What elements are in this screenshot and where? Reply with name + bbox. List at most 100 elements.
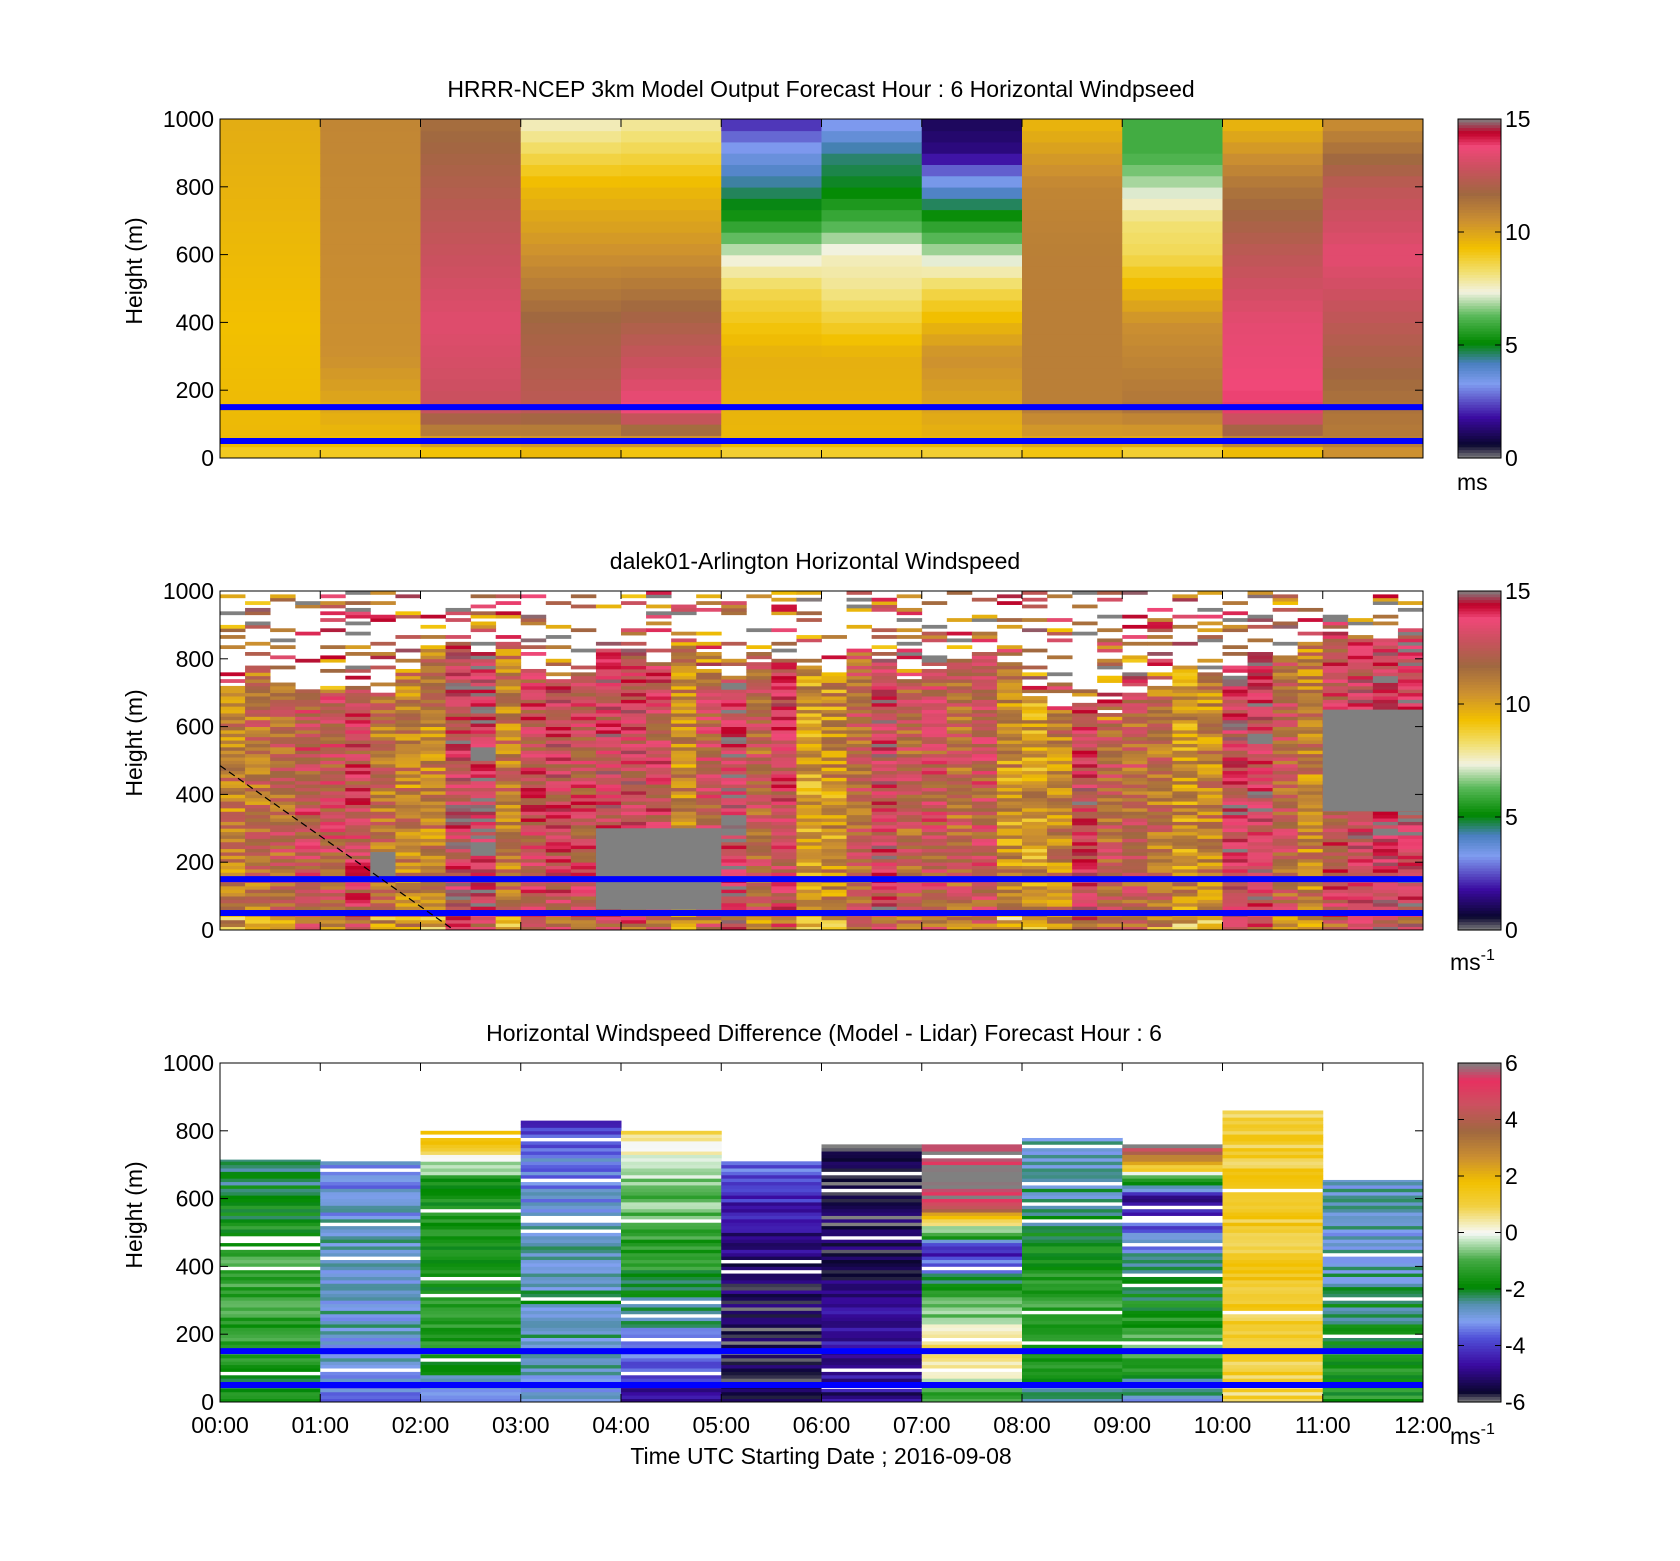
heatmap-cell xyxy=(746,791,772,795)
heatmap-cell xyxy=(1372,821,1399,826)
heatmap-cell xyxy=(1297,807,1324,812)
y-axis-label: Height (m) xyxy=(121,1161,147,1268)
heatmap-cell xyxy=(721,831,747,836)
heatmap-cell xyxy=(320,716,346,721)
heatmap-cell xyxy=(1247,926,1274,931)
colorbar-swatch xyxy=(1458,729,1501,733)
heatmap-cell xyxy=(1397,662,1424,666)
heatmap-cell xyxy=(495,855,522,860)
heatmap-cell xyxy=(871,750,898,755)
heatmap-cell xyxy=(621,277,722,290)
heatmap-cell xyxy=(621,601,647,605)
heatmap-cell xyxy=(395,828,421,833)
heatmap-cell xyxy=(420,198,522,211)
heatmap-cell xyxy=(871,743,898,748)
colorbar-swatch xyxy=(1458,449,1501,453)
heatmap-cell xyxy=(545,855,572,860)
heatmap-cell xyxy=(671,777,697,782)
heatmap-cell xyxy=(996,811,1023,816)
heatmap-cell xyxy=(1047,757,1073,761)
heatmap-cell xyxy=(771,794,797,799)
heatmap-cell xyxy=(1097,818,1123,822)
heatmap-cell xyxy=(671,753,697,758)
heatmap-cell xyxy=(320,753,346,758)
heatmap-cell xyxy=(1172,919,1198,924)
heatmap-cell xyxy=(1372,858,1399,863)
heatmap-cell xyxy=(420,648,446,653)
heatmap-cell xyxy=(595,818,622,822)
heatmap-cell xyxy=(595,716,622,721)
heatmap-cell xyxy=(1197,591,1223,595)
heatmap-cell xyxy=(220,1283,321,1288)
colorbar-swatch xyxy=(1458,630,1501,634)
heatmap-cell xyxy=(495,614,522,619)
heatmap-cell xyxy=(370,665,396,670)
heatmap-cell xyxy=(1097,638,1123,643)
heatmap-cell xyxy=(646,692,672,697)
heatmap-cell xyxy=(696,760,722,765)
heatmap-cell xyxy=(1197,787,1223,792)
heatmap-cell xyxy=(1147,784,1173,789)
heatmap-cell xyxy=(1197,753,1223,758)
heatmap-cell xyxy=(270,892,296,897)
heatmap-cell xyxy=(646,648,672,653)
heatmap-cell xyxy=(370,818,396,822)
heatmap-cell xyxy=(1322,390,1424,403)
heatmap-cell xyxy=(921,807,948,812)
heatmap-cell xyxy=(1147,885,1173,890)
heatmap-cell xyxy=(946,729,973,734)
heatmap-cell xyxy=(220,807,246,812)
heatmap-cell xyxy=(1172,689,1198,694)
heatmap-cell xyxy=(370,926,396,931)
heatmap-cell xyxy=(921,774,948,778)
heatmap-cell xyxy=(821,736,847,741)
heatmap-cell xyxy=(1247,702,1274,707)
heatmap-cell xyxy=(996,777,1023,782)
heatmap-cell xyxy=(545,774,572,778)
heatmap-cell xyxy=(1222,902,1248,907)
heatmap-cell xyxy=(721,141,822,154)
heatmap-cell xyxy=(771,824,797,829)
heatmap-cell xyxy=(320,685,346,690)
heatmap-cell xyxy=(1172,750,1198,755)
heatmap-cell xyxy=(495,726,522,731)
heatmap-cell xyxy=(1097,770,1123,775)
heatmap-cell xyxy=(721,716,747,721)
heatmap-cell xyxy=(345,841,371,846)
heatmap-cell xyxy=(345,906,371,911)
heatmap-cell xyxy=(545,841,572,846)
heatmap-cell xyxy=(270,835,296,839)
heatmap-cell xyxy=(846,835,873,839)
heatmap-cell xyxy=(395,774,421,778)
heatmap-cell xyxy=(1122,424,1223,436)
heatmap-cell xyxy=(621,345,722,357)
heatmap-cell xyxy=(1197,780,1223,785)
heatmap-cell xyxy=(570,791,597,795)
heatmap-cell xyxy=(771,692,797,697)
heatmap-cell xyxy=(545,780,572,785)
heatmap-cell xyxy=(696,821,722,826)
heatmap-cell xyxy=(395,635,421,639)
heatmap-cell xyxy=(395,902,421,907)
heatmap-cell xyxy=(420,254,522,267)
heatmap-cell xyxy=(921,736,948,741)
heatmap-cell xyxy=(1172,896,1198,900)
heatmap-cell xyxy=(1222,885,1248,890)
heatmap-cell xyxy=(420,919,446,924)
missing-data-block xyxy=(370,852,396,880)
heatmap-cell xyxy=(445,719,472,724)
heatmap-cell xyxy=(220,1313,321,1318)
heatmap-cell xyxy=(245,733,271,738)
heatmap-cell xyxy=(1047,736,1073,741)
heatmap-cell xyxy=(1222,777,1248,782)
heatmap-cell xyxy=(370,719,396,724)
heatmap-cell xyxy=(1172,780,1198,785)
heatmap-cell xyxy=(771,885,797,890)
heatmap-cell xyxy=(345,794,371,799)
heatmap-cell xyxy=(320,220,421,233)
heatmap-cell xyxy=(420,322,522,335)
heatmap-cell xyxy=(220,1198,321,1203)
heatmap-cell xyxy=(470,841,497,846)
heatmap-cell xyxy=(821,760,847,765)
heatmap-cell xyxy=(470,665,497,670)
